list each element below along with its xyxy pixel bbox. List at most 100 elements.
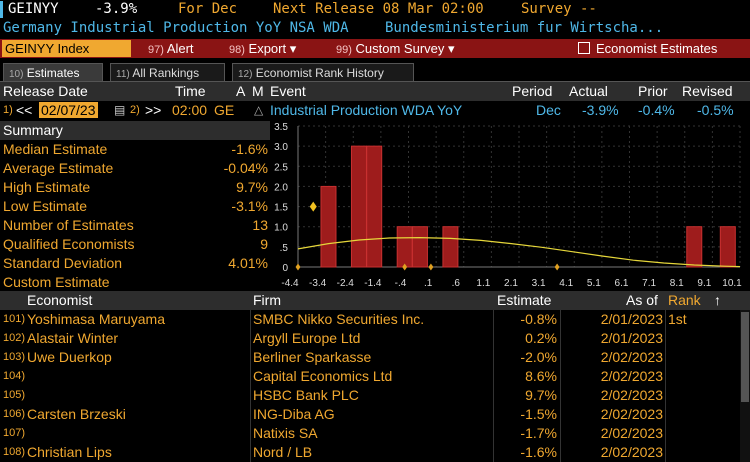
- col-period: Period: [512, 83, 553, 99]
- col-as-of[interactable]: As of: [626, 292, 658, 308]
- release-prior: -0.4%: [638, 102, 675, 118]
- menu-num: 98): [229, 44, 245, 56]
- table-row[interactable]: 102) Alastair Winter Argyll Europe Ltd 0…: [0, 329, 740, 348]
- row-index: 103): [3, 351, 26, 363]
- calendar-icon[interactable]: ▤: [114, 103, 126, 117]
- economist-name[interactable]: Alastair Winter: [27, 330, 119, 346]
- tab-all-rankings[interactable]: 11) All Rankings: [110, 63, 225, 81]
- release-header: Release Date Time A M Event Period Actua…: [0, 82, 750, 101]
- table-row[interactable]: 107) Natixis SA -1.7% 2/02/2023: [0, 424, 740, 443]
- firm-name[interactable]: Nord / LB: [253, 444, 313, 460]
- estimate-marker: [309, 201, 317, 212]
- rank-value: 1st: [668, 311, 687, 327]
- custom-survey-button[interactable]: 99) Custom Survey ▾: [336, 39, 455, 58]
- release-time: 02:00: [172, 102, 208, 118]
- scrollbar-thumb[interactable]: [741, 312, 749, 402]
- firm-name[interactable]: HSBC Bank PLC: [253, 387, 359, 403]
- x-tick-label: 5.1: [587, 278, 601, 289]
- y-tick-label: 2.0: [274, 182, 288, 193]
- x-tick-label: .6: [452, 278, 461, 289]
- table-row[interactable]: 104) Capital Economics Ltd 8.6% 2/02/202…: [0, 367, 740, 386]
- firm-name[interactable]: Argyll Europe Ltd: [253, 330, 361, 346]
- menu-label: Alert: [166, 41, 194, 56]
- summary-label: Qualified Economists: [3, 236, 135, 252]
- tab-estimates[interactable]: 10) Estimates: [3, 63, 103, 81]
- release-revised: -0.5%: [697, 102, 734, 118]
- y-tick-label: 2.5: [274, 162, 288, 173]
- release-region: GE: [214, 102, 235, 118]
- summary-value: -0.04%: [223, 160, 268, 176]
- table-row[interactable]: 103) Uwe Duerkop Berliner Sparkasse -2.0…: [0, 348, 740, 367]
- economist-name[interactable]: Christian Lips: [27, 444, 112, 460]
- sort-arrow-icon[interactable]: ↑: [714, 292, 721, 308]
- prev-num: 1): [3, 104, 13, 116]
- col-a: A: [236, 83, 246, 99]
- prev-release-button[interactable]: <<: [16, 102, 33, 118]
- firm-name[interactable]: Berliner Sparkasse: [253, 349, 372, 365]
- firm-name[interactable]: SMBC Nikko Securities Inc.: [253, 311, 425, 327]
- summary-title: Summary: [0, 121, 270, 140]
- economist-estimates-button[interactable]: Economist Estimates: [578, 39, 717, 58]
- as-of-date: 2/02/2023: [600, 387, 663, 403]
- tab-economist-rank-history[interactable]: 12) Economist Rank History: [232, 63, 414, 81]
- as-of-date: 2/02/2023: [600, 425, 663, 441]
- col-event: Event: [270, 83, 306, 99]
- histogram-bar: [442, 226, 459, 268]
- subtitle-bar: Germany Industrial Production YoY NSA WD…: [0, 20, 750, 39]
- col-firm[interactable]: Firm: [253, 292, 281, 308]
- as-of-date: 2/01/2023: [600, 311, 663, 327]
- estimate-value: 8.6%: [525, 368, 557, 384]
- next-release-button[interactable]: >>: [145, 102, 162, 118]
- summary-label: Number of Estimates: [3, 217, 134, 233]
- summary-value: -1.6%: [231, 141, 268, 157]
- export-button[interactable]: 98) Export ▾: [229, 39, 296, 58]
- x-tick-label: 7.1: [642, 278, 656, 289]
- event-name[interactable]: Industrial Production WDA YoY: [270, 102, 463, 118]
- summary-row[interactable]: Custom Estimate: [0, 273, 270, 292]
- economist-table-body: 101) Yoshimasa Maruyama SMBC Nikko Secur…: [0, 310, 740, 462]
- economist-name[interactable]: Carsten Brzeski: [27, 406, 126, 422]
- row-index: 105): [3, 389, 26, 401]
- firm-name[interactable]: Natixis SA: [253, 425, 318, 441]
- index-box[interactable]: GEINYY Index: [2, 40, 131, 57]
- col-economist[interactable]: Economist: [27, 292, 93, 308]
- menu-bar: GEINYY Index 97) Alert 98) Export ▾ 99) …: [0, 39, 750, 58]
- ticker-symbol[interactable]: GEINYY: [8, 1, 59, 17]
- menu-label: Custom Survey ▾: [355, 41, 455, 56]
- x-tick-label: -4.4: [281, 278, 299, 289]
- bell-icon[interactable]: △: [254, 103, 264, 117]
- firm-name[interactable]: Capital Economics Ltd: [253, 368, 393, 384]
- x-tick-label: -1.4: [364, 278, 382, 289]
- tab-num: 12): [238, 69, 253, 80]
- summary-value: 9: [260, 236, 268, 252]
- histogram-bar: [396, 226, 413, 268]
- x-tick-label: 6.1: [615, 278, 629, 289]
- economist-name[interactable]: Uwe Duerkop: [27, 349, 112, 365]
- summary-panel: Summary Median Estimate -1.6% Average Est…: [0, 121, 270, 292]
- distribution-curve: [297, 236, 741, 268]
- alert-button[interactable]: 97) Alert: [148, 39, 194, 58]
- y-tick-label: .5: [280, 243, 289, 254]
- estimate-value: 9.7%: [525, 387, 557, 403]
- col-estimate[interactable]: Estimate: [497, 292, 552, 308]
- tab-label: All Rankings: [132, 66, 200, 80]
- col-rank[interactable]: Rank: [668, 292, 701, 308]
- table-row[interactable]: 105) HSBC Bank PLC 9.7% 2/02/2023: [0, 386, 740, 405]
- summary-value: -3.1%: [231, 198, 268, 214]
- histogram-bar: [686, 226, 703, 268]
- histogram-bar: [719, 226, 736, 268]
- release-period: Dec: [536, 102, 561, 118]
- summary-row: Number of Estimates 13: [0, 216, 270, 235]
- table-scrollbar[interactable]: [740, 310, 750, 462]
- y-tick-label: 1.0: [274, 223, 288, 234]
- table-row[interactable]: 101) Yoshimasa Maruyama SMBC Nikko Secur…: [0, 310, 740, 329]
- firm-name[interactable]: ING-Diba AG: [253, 406, 335, 422]
- release-date-input[interactable]: 02/07/23: [39, 102, 98, 118]
- col-prior: Prior: [638, 83, 668, 99]
- x-tick-label: 2.1: [504, 278, 518, 289]
- menu-num: 97): [148, 44, 164, 56]
- as-of-date: 2/02/2023: [600, 349, 663, 365]
- table-row[interactable]: 108) Christian Lips Nord / LB -1.6% 2/02…: [0, 443, 740, 462]
- economist-name[interactable]: Yoshimasa Maruyama: [27, 311, 165, 327]
- table-row[interactable]: 106) Carsten Brzeski ING-Diba AG -1.5% 2…: [0, 405, 740, 424]
